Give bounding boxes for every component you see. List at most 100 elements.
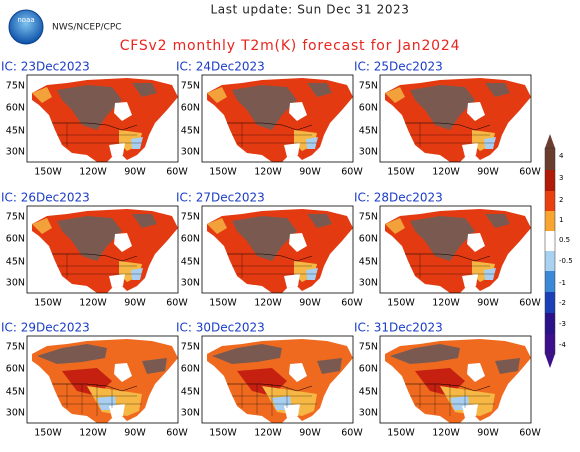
- map: [27, 75, 178, 162]
- colorbar: 4 3 2 1 0.5 -0.5 -1 -2 -3 -4: [544, 134, 573, 368]
- lat-label: 60N: [6, 103, 25, 114]
- map-frame: [26, 205, 179, 294]
- lon-label: 120W: [79, 428, 107, 439]
- map-frame: [379, 205, 532, 294]
- lon-label: 90W: [124, 428, 146, 439]
- lon-label: 90W: [124, 167, 146, 178]
- panel-label: IC: 25Dec2023: [354, 60, 443, 74]
- lon-label: 120W: [79, 298, 107, 309]
- lon-label: 60W: [166, 167, 188, 178]
- map: [202, 206, 353, 293]
- lon-label: 60W: [166, 428, 188, 439]
- lon-label: 60W: [519, 167, 541, 178]
- map: [202, 75, 353, 162]
- lon-label: 150W: [34, 167, 62, 178]
- lat-label: 45N: [181, 126, 200, 137]
- lat-label: 30N: [359, 278, 378, 289]
- update-time: Last update: Sun Dec 31 2023: [210, 3, 409, 17]
- panel: IC: 30Dec2023 75N 60N 45N 30N 150W 120W 90W 60W: [176, 321, 363, 439]
- logo-text: noaa: [17, 16, 34, 24]
- panel-label: IC: 26Dec2023: [1, 191, 90, 205]
- lon-label: 90W: [477, 167, 499, 178]
- map-frame: [201, 335, 354, 424]
- panel-label: IC: 30Dec2023: [176, 321, 265, 335]
- map-frame: [379, 335, 532, 424]
- panel: IC: 26Dec2023 75N 60N 45N 30N 150W 120W 90W 60W: [1, 191, 188, 309]
- title: CFSv2 monthly T2m(K) forecast for Jan202…: [120, 38, 461, 54]
- colorbar-label: 4: [559, 152, 564, 160]
- lat-label: 75N: [359, 342, 378, 353]
- lat-label: 45N: [6, 126, 25, 137]
- lat-label: 30N: [359, 147, 378, 158]
- colorbar-label: 1: [559, 216, 563, 224]
- lat-label: 30N: [359, 408, 378, 419]
- lat-label: 30N: [181, 278, 200, 289]
- panel-label: IC: 24Dec2023: [176, 60, 265, 74]
- map: [202, 336, 353, 423]
- lat-label: 75N: [359, 81, 378, 92]
- lon-label: 150W: [387, 428, 415, 439]
- lon-label: 120W: [432, 167, 460, 178]
- colorbar-label: 0.5: [559, 236, 570, 244]
- agency: NWS/NCEP/CPC: [52, 23, 122, 33]
- map-frame: [26, 74, 179, 163]
- logo: [8, 9, 44, 45]
- lon-label: 60W: [341, 167, 363, 178]
- colorbar-label: 2: [559, 196, 563, 204]
- lat-label: 45N: [6, 257, 25, 268]
- lon-label: 150W: [387, 167, 415, 178]
- lat-label: 75N: [6, 81, 25, 92]
- panel-label: IC: 28Dec2023: [354, 191, 443, 205]
- colorbar-label: -0.5: [559, 257, 573, 265]
- lat-label: 30N: [181, 147, 200, 158]
- lon-label: 120W: [254, 428, 282, 439]
- lon-label: 90W: [124, 298, 146, 309]
- lon-label: 60W: [166, 298, 188, 309]
- map: [380, 336, 531, 423]
- lat-label: 60N: [359, 364, 378, 375]
- lon-label: 120W: [432, 298, 460, 309]
- lat-label: 75N: [181, 342, 200, 353]
- lat-label: 60N: [181, 234, 200, 245]
- map-frame: [26, 335, 179, 424]
- lon-label: 60W: [519, 428, 541, 439]
- map-frame: [201, 74, 354, 163]
- lon-label: 90W: [299, 298, 321, 309]
- lat-label: 30N: [6, 278, 25, 289]
- lon-label: 90W: [477, 428, 499, 439]
- panel-label: IC: 31Dec2023: [354, 321, 443, 335]
- lon-label: 120W: [432, 428, 460, 439]
- lon-label: 150W: [34, 428, 62, 439]
- map: [27, 336, 178, 423]
- lon-label: 60W: [341, 428, 363, 439]
- lon-label: 120W: [79, 167, 107, 178]
- colorbar-label: -4: [559, 341, 567, 349]
- lon-label: 150W: [209, 167, 237, 178]
- lat-label: 45N: [181, 257, 200, 268]
- lat-label: 60N: [6, 364, 25, 375]
- panel: IC: 24Dec2023 75N 60N 45N 30N 150W 120W 90W 60W: [176, 60, 363, 178]
- lon-label: 90W: [477, 298, 499, 309]
- lat-label: 60N: [181, 103, 200, 114]
- lon-label: 90W: [299, 167, 321, 178]
- colorbar-label: -2: [559, 299, 566, 307]
- map-frame: [379, 74, 532, 163]
- panel: IC: 29Dec2023 75N 60N 45N 30N 150W 120W 90W 60W: [1, 321, 188, 439]
- lat-label: 45N: [181, 387, 200, 398]
- lat-label: 60N: [359, 234, 378, 245]
- lon-label: 150W: [34, 298, 62, 309]
- lon-label: 60W: [519, 298, 541, 309]
- lon-label: 60W: [341, 298, 363, 309]
- panel: IC: 25Dec2023 75N 60N 45N 30N 150W 120W 90W 60W: [354, 60, 541, 178]
- lat-label: 75N: [6, 342, 25, 353]
- colorbar-label: 3: [559, 174, 563, 182]
- lat-label: 60N: [359, 103, 378, 114]
- lon-label: 150W: [209, 298, 237, 309]
- panel: IC: 27Dec2023 75N 60N 45N 30N 150W 120W 90W 60W: [176, 191, 363, 309]
- panel-label: IC: 23Dec2023: [1, 60, 90, 74]
- lat-label: 75N: [359, 212, 378, 223]
- lat-label: 45N: [359, 126, 378, 137]
- panel-label: IC: 27Dec2023: [176, 191, 265, 205]
